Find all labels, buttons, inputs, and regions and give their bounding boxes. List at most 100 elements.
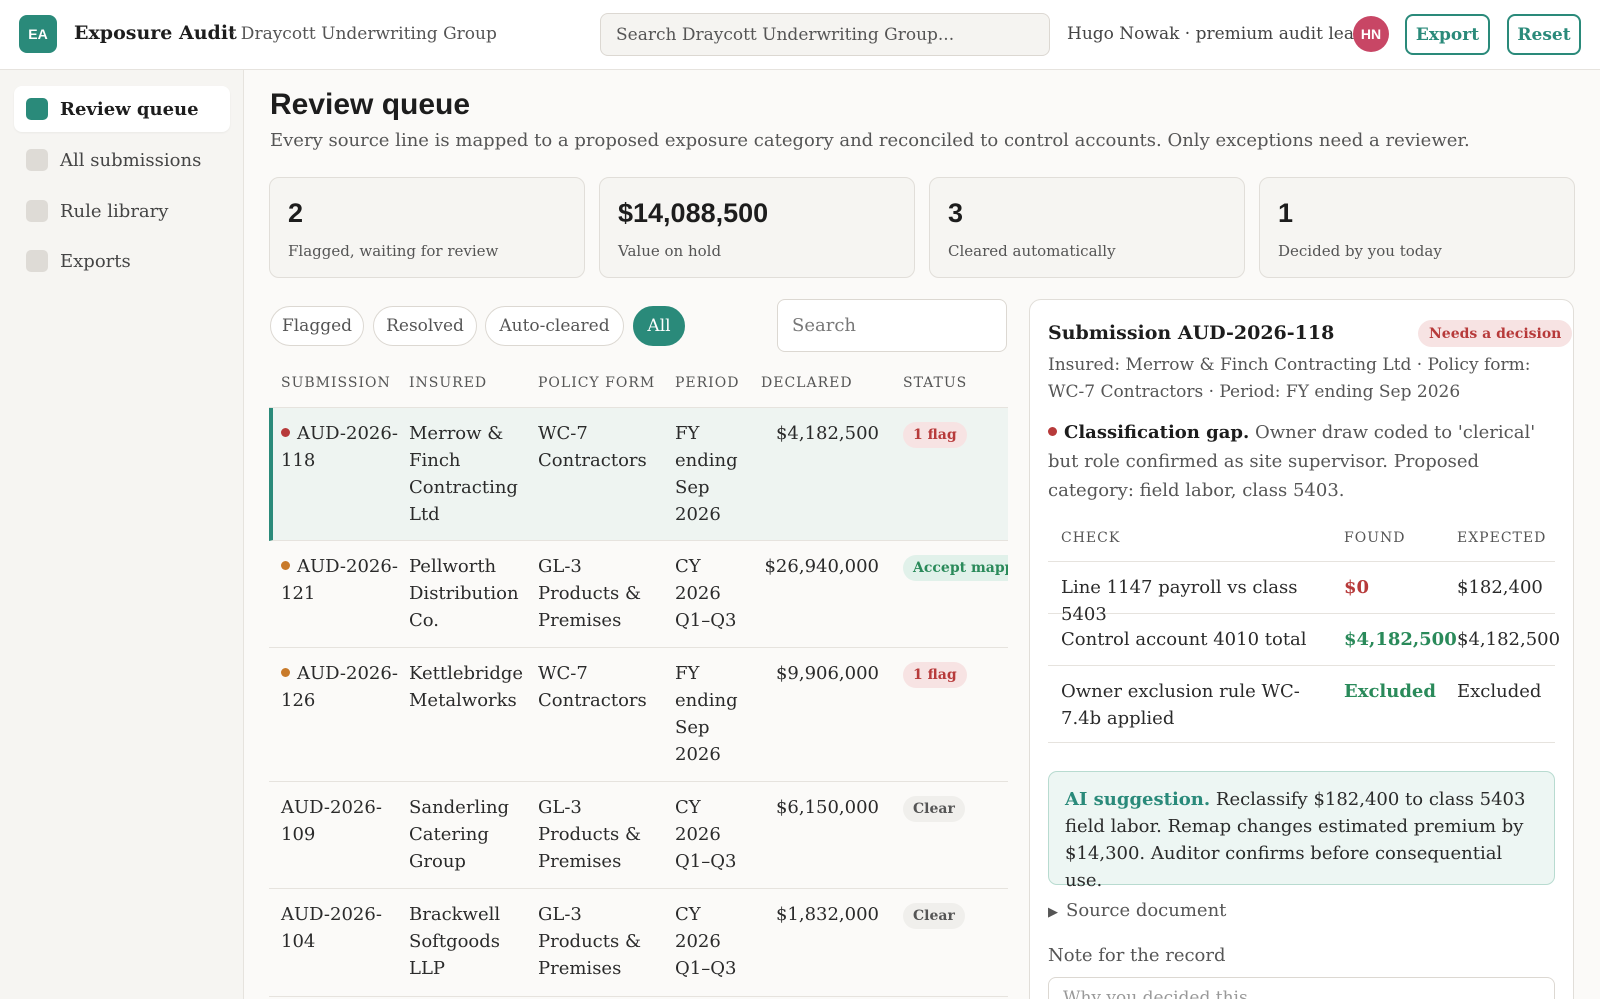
- sidebar-item-all-submissions[interactable]: All submissions: [14, 137, 230, 183]
- table-row[interactable]: AUD-2026-121 Pellworth Distribution Co. …: [269, 541, 1008, 648]
- check-row: Control account 4010 total $4,182,500 $4…: [1048, 614, 1560, 666]
- column-header: CHECK: [1061, 530, 1121, 546]
- check-found: $4,182,500: [1344, 629, 1457, 650]
- period: CY 2026 Q1–Q3: [675, 556, 737, 631]
- filter-chip-resolved[interactable]: Resolved: [373, 306, 477, 346]
- ai-suggestion-box: AI suggestion. Reclassify $182,400 to cl…: [1048, 771, 1555, 891]
- exports-icon: [26, 250, 48, 272]
- period: FY ending Sep 2026: [675, 663, 738, 765]
- page-subtitle: Every source line is mapped to a propose…: [270, 130, 1470, 151]
- sidebar-item-review-queue[interactable]: Review queue: [14, 86, 230, 132]
- stat-value: 2: [288, 198, 304, 228]
- declared-value: $9,906,000: [775, 663, 879, 684]
- column-header[interactable]: INSURED: [409, 375, 488, 391]
- policy-form: GL-3 Products & Premises: [538, 904, 641, 979]
- stat-value: 3: [948, 198, 964, 228]
- column-header: EXPECTED: [1457, 530, 1547, 546]
- stat-card-decided: 1 Decided by you today: [1259, 177, 1575, 278]
- table-row[interactable]: AUD-2026-126 Kettlebridge Metalworks WC-…: [269, 648, 1008, 782]
- submissions-icon: [26, 149, 48, 171]
- header-divider: [269, 407, 1008, 408]
- issue-text: Owner draw coded to 'clerical' but role …: [1048, 422, 1536, 501]
- check-expected: $182,400: [1457, 577, 1543, 598]
- check-expected: $4,182,500: [1457, 629, 1561, 650]
- note-label: Note for the record: [1048, 945, 1226, 966]
- table-row[interactable]: AUD-2026-104 Brackwell Softgoods LLP GL-…: [269, 889, 1008, 997]
- submission-id: AUD-2026-118: [281, 423, 398, 471]
- top-bar: EA Exposure Audit · Draycott Underwritin…: [0, 0, 1600, 70]
- issue-summary: Classification gap. Owner draw coded to …: [1048, 418, 1558, 505]
- check-name: Control account 4010 total: [1061, 629, 1307, 650]
- submission-id: AUD-2026-109: [281, 797, 382, 845]
- source-document-toggle[interactable]: ▶ Source document: [1048, 900, 1227, 921]
- header-divider: [1048, 520, 1555, 562]
- app-logo: EA: [19, 15, 57, 53]
- stat-card-value-on-hold: $14,088,500 Value on hold: [599, 177, 915, 278]
- flag-dot-icon: [281, 668, 290, 677]
- sidebar-item-exports[interactable]: Exports: [14, 238, 230, 284]
- rule-library-icon: [26, 200, 48, 222]
- ai-suggestion-label: AI suggestion.: [1065, 789, 1211, 810]
- table-row[interactable]: AUD-2026-118 Merrow & Finch Contracting …: [269, 408, 1008, 541]
- stat-label: Value on hold: [618, 242, 722, 260]
- global-search-input[interactable]: [600, 13, 1050, 56]
- decision-badge: Needs a decision: [1418, 320, 1573, 347]
- sidebar-item-label: Review queue: [60, 98, 199, 120]
- avatar[interactable]: HN: [1353, 16, 1389, 52]
- check-name: Line 1147 payroll vs class 5403: [1061, 577, 1298, 625]
- check-name: Owner exclusion rule WC-7.4b applied: [1061, 681, 1300, 729]
- column-header[interactable]: PERIOD: [675, 375, 740, 391]
- flag-dot-icon: [1048, 427, 1057, 436]
- declared-value: $6,150,000: [775, 797, 879, 818]
- table-search-input[interactable]: [777, 299, 1007, 352]
- period: CY 2026 Q1–Q3: [675, 904, 737, 979]
- note-field[interactable]: [1048, 977, 1555, 999]
- org-name: · Draycott Underwriting Group: [230, 24, 497, 44]
- detail-meta: Insured: Merrow & Finch Contracting Ltd …: [1048, 355, 1531, 402]
- sidebar-item-label: Exports: [60, 250, 131, 272]
- policy-form: WC-7 Contractors: [538, 663, 647, 711]
- insured-name: Pellworth Distribution Co.: [409, 556, 519, 631]
- caret-right-icon: ▶: [1048, 905, 1058, 920]
- stat-label: Flagged, waiting for review: [288, 242, 499, 260]
- insured-name: Brackwell Softgoods LLP: [409, 904, 501, 979]
- column-header[interactable]: STATUS: [903, 375, 968, 391]
- column-header[interactable]: POLICY FORM: [538, 375, 656, 391]
- review-queue-icon: [26, 98, 48, 120]
- stat-card-cleared: 3 Cleared automatically: [929, 177, 1245, 278]
- sidebar-item-label: All submissions: [60, 149, 202, 171]
- declared-value: $26,940,000: [764, 556, 879, 577]
- reset-button[interactable]: Reset: [1507, 14, 1581, 55]
- detail-title: Submission AUD-2026-118: [1048, 322, 1335, 344]
- column-header[interactable]: SUBMISSION: [281, 375, 391, 391]
- period: CY 2026 Q1–Q3: [675, 797, 737, 872]
- declared-value: $4,182,500: [775, 423, 879, 444]
- sidebar-item-rule-library[interactable]: Rule library: [14, 188, 230, 234]
- stat-label: Cleared automatically: [948, 242, 1116, 260]
- period: FY ending Sep 2026: [675, 423, 738, 525]
- policy-form: GL-3 Products & Premises: [538, 556, 641, 631]
- stat-value: 1: [1278, 198, 1294, 228]
- filter-chip-auto-cleared[interactable]: Auto-cleared: [485, 306, 624, 346]
- sidebar-item-label: Rule library: [60, 200, 169, 222]
- filter-chip-flagged[interactable]: Flagged: [270, 306, 364, 346]
- status-badge: 1 flag: [903, 662, 967, 688]
- export-button[interactable]: Export: [1405, 14, 1490, 55]
- ai-suggestion-text: Reclassify $182,400 to class 5403 field …: [1065, 789, 1526, 891]
- status-badge: 1 flag: [903, 422, 967, 448]
- check-expected: Excluded: [1457, 681, 1542, 702]
- status-badge: Accept mapping: [903, 555, 1008, 581]
- page-title: Review queue: [270, 88, 471, 121]
- table-row[interactable]: AUD-2026-109 Sanderling Catering Group G…: [269, 782, 1008, 889]
- status-badge: Clear: [903, 796, 965, 822]
- insured-name: Kettlebridge Metalworks: [409, 663, 524, 711]
- submission-id: AUD-2026-121: [281, 556, 398, 604]
- column-header: FOUND: [1344, 530, 1406, 546]
- status-badge: Clear: [903, 903, 965, 929]
- filter-chip-all[interactable]: All: [633, 306, 685, 346]
- column-header[interactable]: DECLARED: [761, 375, 853, 391]
- issue-title: Classification gap.: [1064, 422, 1250, 443]
- policy-form: WC-7 Contractors: [538, 423, 647, 471]
- check-found: $0: [1344, 577, 1370, 598]
- check-row: Line 1147 payroll vs class 5403 $0 $182,…: [1048, 562, 1555, 625]
